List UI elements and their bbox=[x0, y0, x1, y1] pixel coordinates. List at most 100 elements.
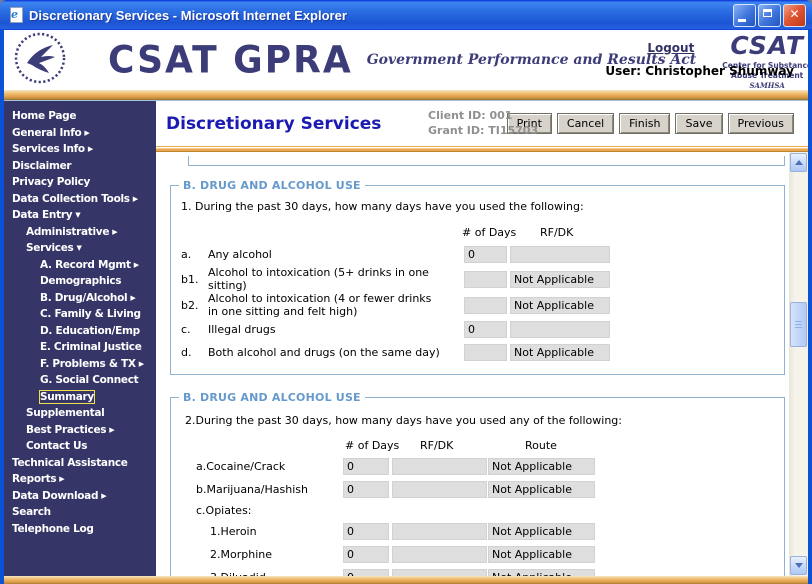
sidebar-item-general-info[interactable]: General Info ▶ bbox=[4, 125, 156, 142]
main-area: Home Page General Info ▶ Services Info ▶ Disc… bbox=[4, 101, 808, 576]
sidebar-item-c-family-living[interactable]: C. Family & Living bbox=[4, 306, 156, 323]
sidebar-item-label: Data Collection Tools bbox=[12, 192, 130, 205]
cancel-button[interactable]: Cancel bbox=[556, 113, 615, 134]
rfdk-field[interactable]: Not Applicable bbox=[510, 270, 610, 288]
sidebar-item-services-info[interactable]: Services Info ▶ bbox=[4, 141, 156, 158]
rfdk-field[interactable] bbox=[392, 458, 487, 475]
logged-in-user: User: Christopher Shumway bbox=[605, 64, 794, 78]
sidebar-item-disclaimer[interactable]: Disclaimer bbox=[4, 158, 156, 175]
route-field[interactable]: Not Applicable bbox=[488, 546, 595, 563]
col-route: Route bbox=[525, 439, 557, 452]
route-field[interactable]: Not Applicable bbox=[488, 458, 595, 475]
sidebar-item-services[interactable]: Services ▼ bbox=[4, 240, 156, 257]
row-label: c.Opiates: bbox=[196, 504, 252, 517]
finish-button[interactable]: Finish bbox=[619, 113, 671, 134]
sidebar-item-f-problems-tx[interactable]: F. Problems & TX ▶ bbox=[4, 356, 156, 373]
logout-link[interactable]: Logout bbox=[647, 41, 695, 55]
rfdk-field[interactable] bbox=[510, 321, 610, 338]
thumb-grip-icon bbox=[795, 321, 802, 328]
sidebar-item-data-collection-tools[interactable]: Data Collection Tools ▶ bbox=[4, 191, 156, 208]
days-field[interactable] bbox=[464, 270, 507, 288]
row-label: 3.Diluadid bbox=[179, 571, 343, 576]
sidebar-item-reports[interactable]: Reports ▶ bbox=[4, 471, 156, 488]
days-field[interactable] bbox=[464, 344, 507, 361]
sidebar-item-best-practices[interactable]: Best Practices ▶ bbox=[4, 422, 156, 439]
submenu-right-arrow-icon: ▶ bbox=[84, 128, 90, 137]
sidebar-item-demographics[interactable]: Demographics bbox=[4, 273, 156, 290]
sidebar-item-home-page[interactable]: Home Page bbox=[4, 108, 156, 125]
rfdk-field[interactable] bbox=[392, 546, 487, 563]
print-button[interactable]: Print bbox=[506, 113, 552, 134]
content-header: Discretionary Services Client ID: 001 Gr… bbox=[156, 101, 808, 146]
route-field[interactable]: Not Applicable bbox=[488, 481, 595, 498]
csat-gpra-logo-text: CSAT GPRA bbox=[108, 38, 353, 82]
arrow-down-icon bbox=[794, 563, 803, 572]
sidebar-item-search[interactable]: Search bbox=[4, 504, 156, 521]
sidebar-item-supplemental[interactable]: Supplemental bbox=[4, 405, 156, 422]
scrollbar-thumb[interactable] bbox=[790, 302, 807, 347]
sidebar-item-data-download[interactable]: Data Download ▶ bbox=[4, 488, 156, 505]
sidebar-item-contact-us[interactable]: Contact Us bbox=[4, 438, 156, 455]
row-letter: d. bbox=[181, 346, 192, 359]
section-drug-alcohol-use-1: B. DRUG AND ALCOHOL USE 1. During the pa… bbox=[170, 179, 785, 375]
sidebar-item-administrative[interactable]: Administrative ▶ bbox=[4, 224, 156, 241]
days-field[interactable]: 0 bbox=[343, 546, 389, 563]
client-id: Client ID: 001 bbox=[428, 109, 513, 122]
sidebar-item-label: A. Record Mgmt bbox=[40, 258, 131, 271]
section-legend: B. DRUG AND ALCOHOL USE bbox=[183, 179, 361, 192]
days-field[interactable]: 0 bbox=[343, 481, 389, 498]
sidebar-item-label: Telephone Log bbox=[12, 522, 94, 535]
sidebar-item-data-entry[interactable]: Data Entry ▼ bbox=[4, 207, 156, 224]
sidebar-item-b-drug-alcohol[interactable]: B. Drug/Alcohol ▶ bbox=[4, 290, 156, 307]
sidebar-item-e-criminal-justice[interactable]: E. Criminal Justice bbox=[4, 339, 156, 356]
previous-button[interactable]: Previous bbox=[727, 113, 794, 134]
rfdk-field[interactable]: Not Applicable bbox=[510, 296, 610, 314]
rfdk-field[interactable] bbox=[510, 246, 610, 263]
close-button[interactable]: ✕ bbox=[783, 3, 806, 27]
action-buttons: Print Cancel Finish Save Previous bbox=[506, 113, 794, 134]
days-field[interactable]: 0 bbox=[464, 321, 507, 338]
sidebar-item-label: F. Problems & TX bbox=[40, 357, 136, 370]
row-label: Both alcohol and drugs (on the same day) bbox=[208, 346, 440, 359]
scrollbar-down-button[interactable] bbox=[790, 556, 807, 575]
title-bar: e Discretionary Services - Microsoft Int… bbox=[0, 0, 812, 30]
sidebar-item-technical-assistance[interactable]: Technical Assistance bbox=[4, 455, 156, 472]
section-legend: B. DRUG AND ALCOHOL USE bbox=[183, 391, 361, 404]
sidebar-item-label: B. Drug/Alcohol bbox=[40, 291, 128, 304]
rfdk-field[interactable] bbox=[392, 481, 487, 498]
submenu-right-arrow-icon: ▶ bbox=[132, 194, 138, 203]
sidebar-item-privacy-policy[interactable]: Privacy Policy bbox=[4, 174, 156, 191]
csat-gpra-brand: CSAT GPRA Government Performance and Res… bbox=[108, 38, 696, 82]
rfdk-field[interactable]: Not Applicable bbox=[510, 344, 610, 361]
days-field[interactable]: 0 bbox=[343, 523, 389, 540]
maximize-button[interactable] bbox=[758, 3, 781, 27]
hhs-logo bbox=[14, 32, 66, 88]
sidebar-item-label: Search bbox=[12, 506, 51, 518]
sidebar-item-summary[interactable]: Summary bbox=[4, 389, 156, 406]
sidebar-item-g-social-connect[interactable]: G. Social Connect bbox=[4, 372, 156, 389]
days-field[interactable]: 0 bbox=[343, 458, 389, 475]
minimize-button[interactable] bbox=[733, 3, 756, 27]
csat-samhsa-logo: CSAT Center for Substance Abuse Treatmen… bbox=[722, 30, 808, 90]
route-field[interactable]: Not Applicable bbox=[488, 569, 595, 576]
internet-explorer-icon: e bbox=[8, 7, 24, 23]
days-field[interactable] bbox=[464, 296, 507, 314]
save-button[interactable]: Save bbox=[675, 113, 723, 134]
form-row-b-marijuana-hashish: b.Marijuana/Hashish 0 Not Applicable bbox=[179, 478, 776, 501]
vertical-scrollbar[interactable] bbox=[789, 152, 808, 576]
rfdk-field[interactable] bbox=[392, 523, 487, 540]
sidebar-item-a-record-mgmt[interactable]: A. Record Mgmt ▶ bbox=[4, 257, 156, 274]
days-field[interactable]: 0 bbox=[343, 569, 389, 576]
navigation-sidebar: Home Page General Info ▶ Services Info ▶ Disc… bbox=[4, 101, 156, 576]
form-row-c-illegal-drugs: c. Illegal drugs 0 bbox=[179, 318, 776, 341]
form-area: B. DRUG AND ALCOHOL USE 1. During the pa… bbox=[156, 152, 787, 576]
route-field[interactable]: Not Applicable bbox=[488, 523, 595, 540]
sidebar-item-telephone-log[interactable]: Telephone Log bbox=[4, 521, 156, 538]
expanded-down-arrow-icon: ▼ bbox=[75, 211, 81, 219]
sidebar-item-d-education-emp[interactable]: D. Education/Emp bbox=[4, 323, 156, 340]
rfdk-field[interactable] bbox=[392, 569, 487, 576]
days-field[interactable]: 0 bbox=[464, 246, 507, 263]
row-letter: c. bbox=[181, 323, 191, 336]
scrollbar-up-button[interactable] bbox=[790, 153, 807, 172]
